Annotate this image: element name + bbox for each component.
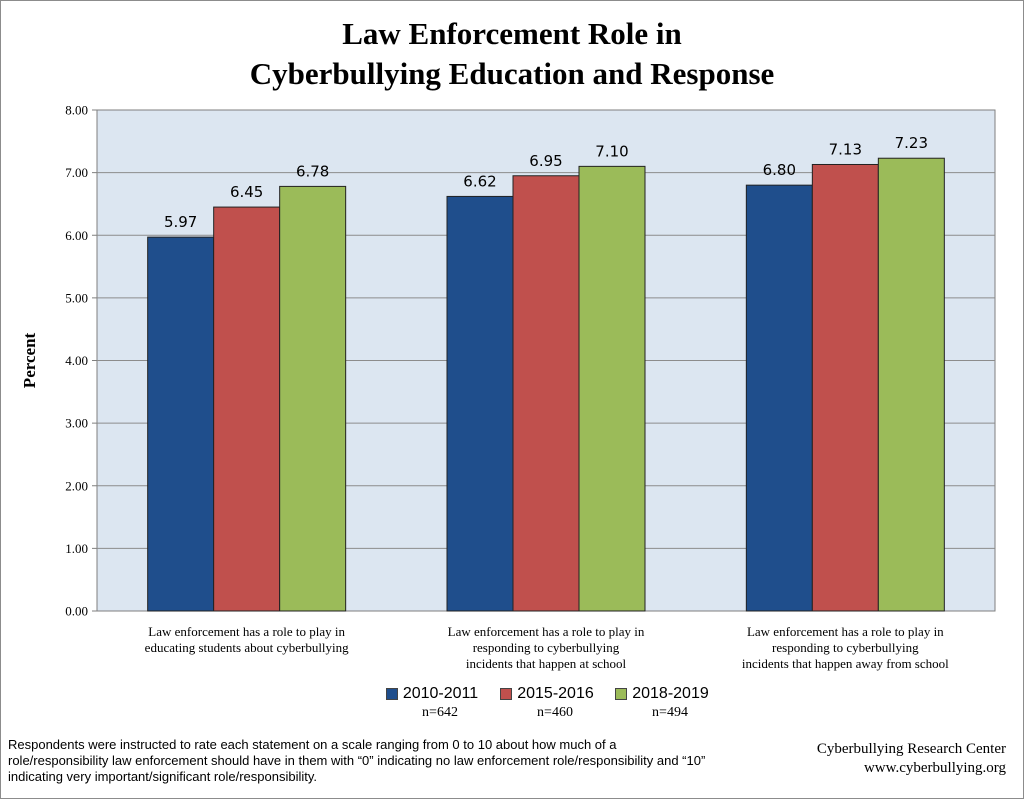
category-label-3-line-3: incidents that happen away from school — [742, 656, 949, 671]
bar-chart: 0.00 1.00 2.00 3.00 4.00 5.00 6.00 7.00 8.00 Perc… — [20, 103, 996, 671]
bar-2015-2016-cat1 — [213, 206, 281, 612]
category-label-3-line-2: responding to cyberbullying — [772, 640, 919, 655]
data-label-2010-2011-cat1: 5.97 — [164, 213, 197, 231]
data-label-2018-2019-cat1: 6.78 — [296, 162, 329, 180]
data-label-2015-2016-cat1: 6.45 — [230, 183, 263, 201]
legend-item-2018-2019: 2018-2019 n=494 — [582, 684, 742, 721]
y-tick-label: 6.00 — [65, 228, 88, 243]
y-tick-label: 8.00 — [65, 103, 88, 118]
y-tick-label: 0.00 — [65, 604, 88, 619]
y-tick-label: 3.00 — [65, 416, 88, 431]
bar-2015-2016-cat2 — [512, 175, 580, 612]
source-credit: Cyberbullying Research Center www.cyberb… — [817, 740, 1006, 778]
legend-label-2010-2011: 2010-2011 — [402, 685, 479, 702]
category-label-2-line-1: Law enforcement has a role to play in — [448, 624, 645, 639]
category-label-1-line-2: educating students about cyberbullying — [145, 640, 349, 655]
category-label-1-line-1: Law enforcement has a role to play in — [148, 624, 345, 639]
legend-swatch-2010-2011 — [385, 688, 398, 700]
chart-title-line-1: Law Enforcement Role in — [342, 16, 682, 51]
category-label-2-line-2: responding to cyberbullying — [473, 640, 620, 655]
data-label-2018-2019-cat2: 7.10 — [595, 142, 628, 160]
bar-2015-2016-cat3 — [811, 163, 879, 612]
legend-label-2015-2016: 2015-2016 — [517, 685, 594, 702]
y-tick-label: 7.00 — [65, 165, 88, 180]
data-label-2015-2016-cat3: 7.13 — [829, 140, 862, 158]
footnote: Respondents were instructed to rate each… — [8, 737, 706, 784]
chart-title: Law Enforcement Role in Cyberbullying Ed… — [0, 14, 1024, 94]
y-axis-title: Percent — [20, 332, 39, 388]
legend-swatch-2015-2016 — [500, 688, 513, 700]
bar-2018-2019-cat3 — [877, 157, 945, 612]
legend-item-2010-2011: 2010-2011 n=642 — [352, 684, 512, 721]
legend-label-2018-2019: 2018-2019 — [632, 685, 709, 702]
y-tick-label: 1.00 — [65, 541, 88, 556]
y-tick-label: 4.00 — [65, 353, 88, 368]
source-name: Cyberbullying Research Center — [816, 741, 1006, 757]
bar-2010-2011-cat1 — [147, 236, 215, 612]
source-url: www.cyberbullying.org — [863, 760, 1006, 776]
legend-n-2010-2011: n=642 — [422, 705, 458, 720]
legend-swatch-2018-2019 — [615, 688, 628, 700]
y-tick-label: 2.00 — [65, 478, 88, 493]
bar-2010-2011-cat2 — [446, 195, 514, 612]
legend-n-2018-2019: n=494 — [652, 705, 688, 720]
data-label-2015-2016-cat2: 6.95 — [529, 152, 562, 170]
y-tick-label: 5.00 — [65, 290, 88, 305]
chart-title-line-2: Cyberbullying Education and Response — [249, 56, 775, 91]
data-label-2010-2011-cat2: 6.62 — [463, 172, 496, 190]
legend: 2010-2011 n=642 2015-2016 n=460 2018-201… — [0, 684, 1024, 724]
bar-2018-2019-cat2 — [578, 165, 646, 612]
data-label-2018-2019-cat3: 7.23 — [895, 134, 928, 152]
category-label-2-line-3: incidents that happen at school — [466, 656, 627, 671]
legend-item-2015-2016: 2015-2016 n=460 — [467, 684, 627, 721]
bar-2018-2019-cat1 — [279, 185, 347, 612]
legend-n-2015-2016: n=460 — [537, 705, 573, 720]
bar-2010-2011-cat3 — [745, 184, 813, 612]
data-label-2010-2011-cat3: 6.80 — [763, 161, 796, 179]
category-label-3-line-1: Law enforcement has a role to play in — [747, 624, 944, 639]
